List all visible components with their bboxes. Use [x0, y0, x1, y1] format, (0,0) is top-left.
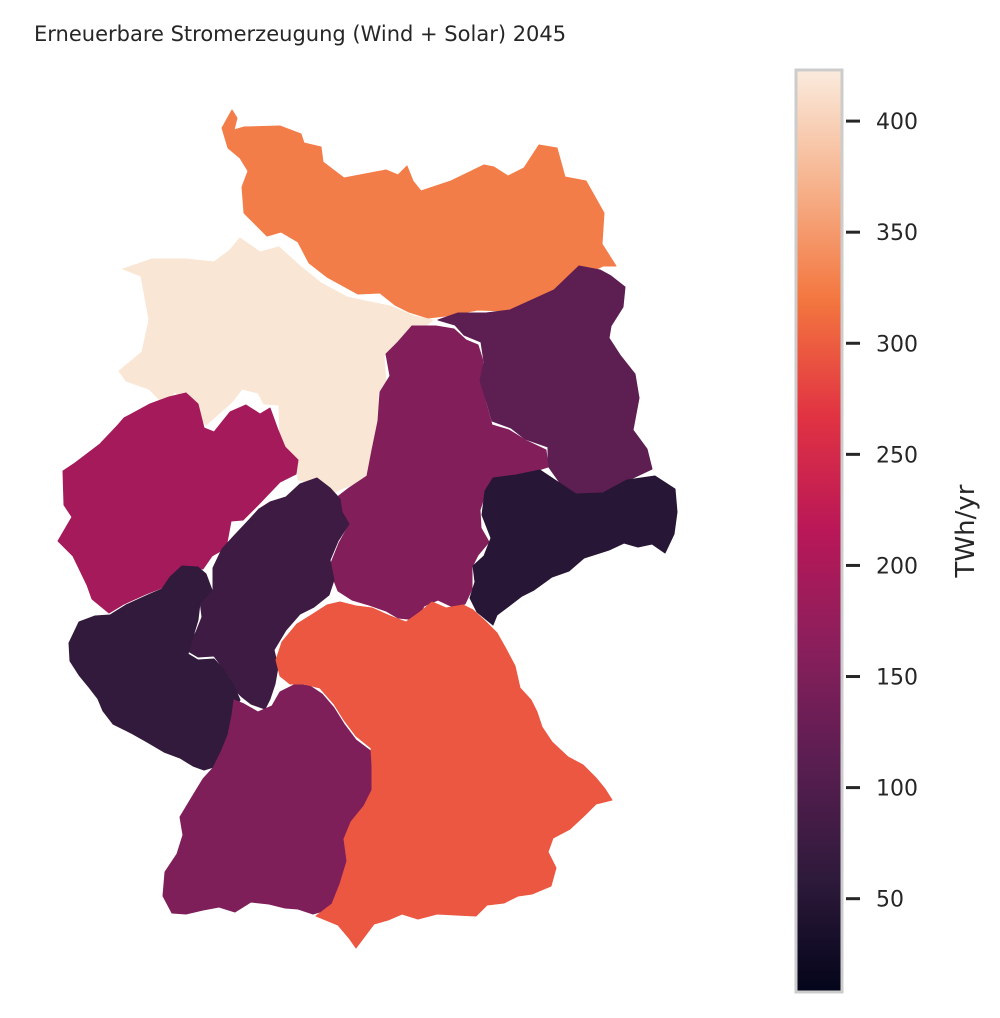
region-bw — [162, 683, 375, 915]
map-title: Erneuerbare Stromerzeugung (Wind + Solar… — [34, 22, 567, 46]
region-sh-mv-hh — [221, 109, 617, 319]
colorbar-tick-label: 400 — [876, 110, 918, 135]
colorbar-tick-label: 200 — [876, 554, 918, 579]
colorbar-tick-label: 100 — [876, 777, 918, 802]
region-sn — [469, 469, 678, 626]
colorbar-tick-label: 50 — [876, 888, 904, 913]
region-he — [185, 477, 350, 710]
region-rp-sl — [68, 565, 241, 771]
colorbar-tick-label: 150 — [876, 666, 918, 691]
colorbar-tick-label: 300 — [876, 332, 918, 357]
germany-choropleth-map — [57, 109, 678, 949]
colorbar-label: TWh/yr — [951, 484, 981, 578]
colorbar-tick-label: 350 — [876, 221, 918, 246]
colorbar-tick-label: 250 — [876, 443, 918, 468]
colorbar-ticks: 50 100 150 200 250 300 350 400 — [846, 110, 918, 913]
region-by — [275, 601, 613, 949]
colorbar-gradient — [794, 68, 844, 994]
